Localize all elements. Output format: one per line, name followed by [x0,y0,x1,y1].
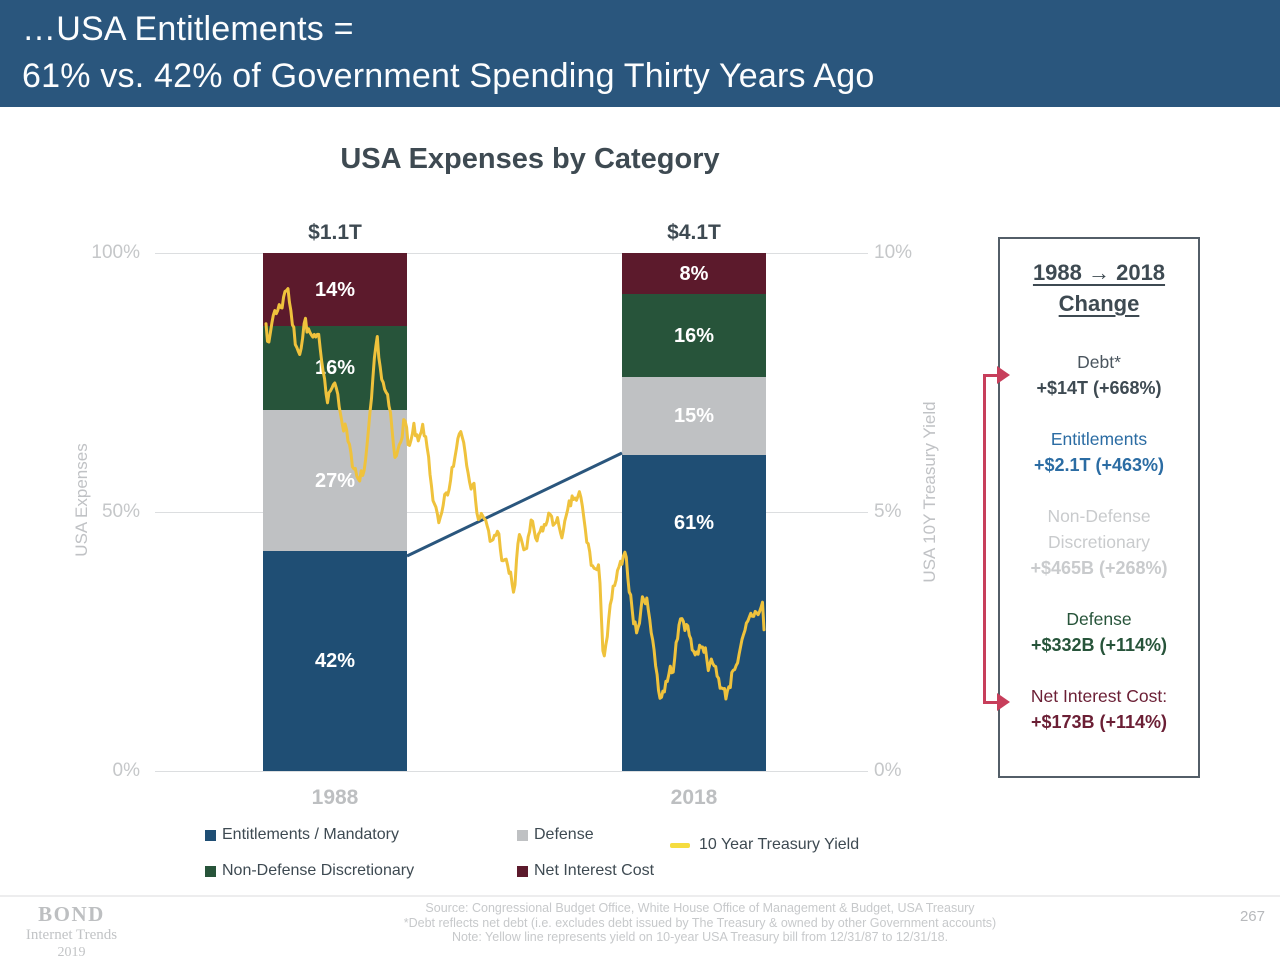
source-note: Source: Congressional Budget Office, Whi… [425,901,975,915]
bar-1988: 14% 16% 27% 42% [263,253,407,771]
bar-segment-label: 16% [673,324,715,347]
change-item: Entitlements +$2.1T (+463%) [1000,426,1198,478]
right-axis-tick: 10% [874,242,913,263]
change-item-label: Net Interest Cost: [1030,686,1168,706]
slide-title-line2: 61% vs. 42% of Government Spending Thirt… [22,57,875,95]
change-item-label: Entitlements [1050,429,1148,449]
bar-segment: 16% [263,326,407,410]
change-panel-heading-line1: 1988 → 2018 [1032,260,1166,285]
bar-segment: 61% [622,455,766,771]
left-axis-tick: 0% [112,760,140,781]
bar-total-label: $1.1T [308,221,362,244]
legend-label: Entitlements / Mandatory [222,826,399,843]
debt-note: *Debt reflects net debt (i.e. excludes d… [403,915,997,930]
change-panel-heading: 1988 → 2018 Change [1000,239,1198,319]
legend-line-swatch-icon [670,842,690,848]
left-axis-title: USA Expenses [72,443,91,557]
bar-segment-label: 16% [314,357,356,380]
legend-item: Non-Defense Discretionary [205,861,414,881]
connector-top-stub [983,374,998,377]
change-item-label: Defense [1066,609,1132,629]
change-item-label: Discretionary [1047,532,1151,552]
bar-segment-label: 27% [314,469,356,492]
connector-bottom-stub [983,701,998,704]
bar-segment-label: 14% [314,278,356,301]
legend-label: Non-Defense Discretionary [222,862,415,879]
change-panel-items: Debt* +$14T (+668%) Entitlements +$2.1T (+4… [1000,349,1198,735]
yield-note: Note: Yellow line represents yield on 10… [451,930,949,944]
legend-swatch-icon [205,829,216,841]
right-axis-title: USA 10Y Treasury Yield [920,401,939,583]
bond-logo-year: 2019 [57,945,86,959]
left-axis-tick: 50% [101,501,140,522]
legend-item: Net Interest Cost [517,861,654,881]
change-item: Non-Defense Discretionary +$465B (+268%) [1000,503,1198,581]
bar-segment: 16% [622,294,766,378]
bar-segment-label: 15% [673,405,715,428]
bar-segment: 27% [263,409,407,552]
bond-logo-name: BOND [38,902,105,926]
bond-logo-subtitle: Internet Trends [25,927,118,943]
change-item-value: +$332B (+114%) [1030,635,1168,655]
change-item: Net Interest Cost: +$173B (+114%) [1000,683,1198,735]
bar-segment-label: 61% [673,512,715,534]
footer-divider [0,895,1280,897]
slide-header: …USA Entitlements = 61% vs. 42% of Gover… [0,0,1280,107]
bar-segment: 15% [622,377,766,455]
right-axis-tick: 0% [874,760,902,781]
bar-segment: 14% [263,253,407,327]
page-number: 267 [1239,908,1265,925]
gridline [155,771,868,772]
gridline [155,253,868,254]
bar-total-label: $4.1T [667,221,721,244]
change-item-value: +$14T (+668%) [1036,378,1162,398]
change-item-label: Non-Defense [1047,506,1151,526]
arrow-right-icon [997,366,1010,384]
change-item-value: +$465B (+268%) [1030,558,1168,578]
bond-logo: BOND Internet Trends 2019 [14,902,129,959]
x-axis-category-label: 2018 [670,786,718,809]
legend-item: Defense [517,825,594,845]
footer-notes: Source: Congressional Budget Office, Whi… [330,901,1070,945]
entitlements-connector-line [406,451,623,558]
legend-item-treasury-line: 10 Year Treasury Yield [670,835,859,855]
bar-segment-label: 42% [314,650,356,673]
change-panel: 1988 → 2018 Change Debt* +$14T (+668%) Ent… [998,237,1200,778]
left-axis-tick: 100% [91,242,140,263]
change-item-value: +$173B (+114%) [1030,712,1168,732]
change-item: Debt* +$14T (+668%) [1000,349,1198,401]
legend-swatch-icon [517,865,528,877]
legend-label: Net Interest Cost [534,862,655,879]
arrow-right-icon [997,693,1010,711]
right-axis-tick: 5% [874,501,902,522]
change-item-value: +$2.1T (+463%) [1033,455,1165,475]
bar-2018: 8% 16% 15% 61% [622,253,766,771]
change-panel-heading-line2: Change [1058,291,1140,316]
change-item-label: Debt* [1077,352,1121,372]
bar-segment: 42% [263,551,407,771]
slide-title-line1: …USA Entitlements = [22,10,354,48]
chart-title: USA Expenses by Category [340,143,720,175]
legend-label: Defense [534,826,594,843]
change-item: Defense +$332B (+114%) [1000,606,1198,658]
legend-item: Entitlements / Mandatory [205,825,399,845]
connector-vertical-line [983,374,986,704]
legend-swatch-icon [517,829,528,841]
x-axis-category-label: 1988 [311,786,359,809]
bar-segment-label: 8% [679,262,709,285]
legend-label: 10 Year Treasury Yield [699,836,860,853]
legend-swatch-icon [205,865,216,877]
bar-segment: 8% [622,253,766,295]
